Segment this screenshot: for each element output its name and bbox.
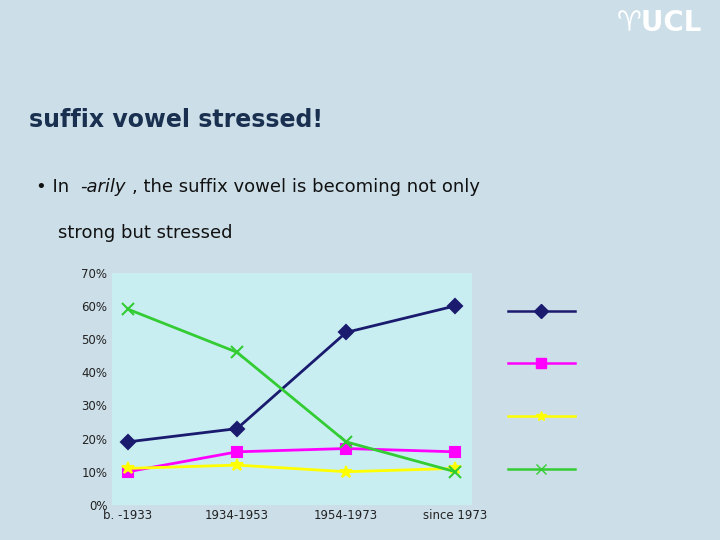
Text: -arily: -arily — [81, 178, 126, 196]
Text: suffix vowel stressed!: suffix vowel stressed! — [29, 108, 323, 132]
Text: strong but stressed: strong but stressed — [58, 224, 232, 242]
Text: • In: • In — [36, 178, 75, 196]
Text: , the suffix vowel is becoming not only: , the suffix vowel is becoming not only — [132, 178, 480, 196]
Text: ♈UCL: ♈UCL — [616, 9, 702, 37]
